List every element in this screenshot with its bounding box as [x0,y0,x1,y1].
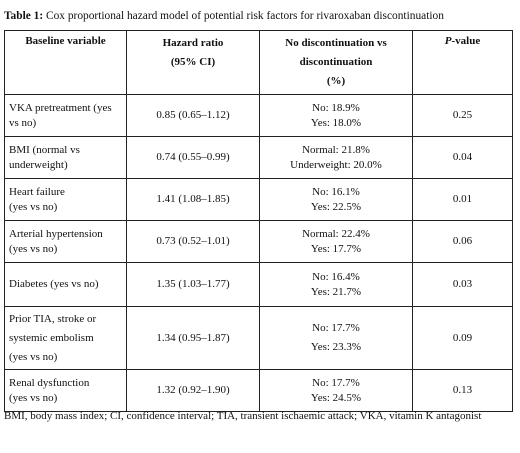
cell-variable: Heart failure (yes vs no) [4,178,127,221]
cell-discontinuation: Normal: 22.4% Yes: 17.7% [259,220,413,263]
cell-hazard-ratio: 0.73 (0.52–1.01) [126,220,260,263]
cell-p-value: 0.06 [412,220,513,263]
header-nd-line2: discontinuation [299,56,373,68]
caption-text: Cox proportional hazard model of potenti… [43,10,444,22]
cell-hazard-ratio: 0.74 (0.55–0.99) [126,136,260,179]
header-discontinuation: No discontinuation vs discontinuation (%… [259,30,413,95]
cell-variable: Diabetes (yes vs no) [4,262,127,307]
caption-label: Table 1: [4,10,44,22]
header-p-italic: P [444,35,452,47]
table-row: Renal dysfunction (yes vs no) 1.32 (0.92… [4,369,513,412]
table-row: Prior TIA, stroke or systemic embolism (… [4,306,513,370]
table-footnote: BMI, body mass index; CI, confidence int… [4,410,482,422]
header-nd-line3: (%) [326,75,346,87]
header-p-rest: -value [451,35,481,47]
table-row: Arterial hypertension (yes vs no) 0.73 (… [4,220,513,263]
cell-p-value: 0.13 [412,369,513,412]
cell-hazard-ratio: 1.35 (1.03–1.77) [126,262,260,307]
cell-hazard-ratio: 1.34 (0.95–1.87) [126,306,260,370]
header-hazard-ratio: Hazard ratio (95% CI) [126,30,260,95]
cell-discontinuation: No: 16.1% Yes: 22.5% [259,178,413,221]
cell-discontinuation: No: 18.9% Yes: 18.0% [259,94,413,137]
hazard-table: Baseline variable Hazard ratio (95% CI) … [4,30,513,412]
table-row: VKA pretreatment (yes vs no) 0.85 (0.65–… [4,94,513,137]
header-p-value: P-value [412,30,513,95]
header-nd-line1: No discontinuation vs [285,37,387,49]
cell-discontinuation: No: 16.4% Yes: 21.7% [259,262,413,307]
table-row: Heart failure (yes vs no) 1.41 (1.08–1.8… [4,178,513,221]
cell-p-value: 0.01 [412,178,513,221]
cell-discontinuation: No: 17.7% Yes: 23.3% [259,306,413,370]
cell-variable: Prior TIA, stroke or systemic embolism (… [4,306,127,370]
cell-discontinuation: Normal: 21.8% Underweight: 20.0% [259,136,413,179]
cell-hazard-ratio: 0.85 (0.65–1.12) [126,94,260,137]
header-row: Baseline variable Hazard ratio (95% CI) … [4,30,513,95]
cell-p-value: 0.04 [412,136,513,179]
header-hr-line2: (95% CI) [170,56,216,68]
cell-discontinuation: No: 17.7% Yes: 24.5% [259,369,413,412]
cell-variable: Arterial hypertension (yes vs no) [4,220,127,263]
cell-p-value: 0.25 [412,94,513,137]
table-caption: Table 1: Cox proportional hazard model o… [4,9,516,23]
header-hr-line1: Hazard ratio [162,37,224,49]
cell-variable: VKA pretreatment (yes vs no) [4,94,127,137]
cell-hazard-ratio: 1.41 (1.08–1.85) [126,178,260,221]
cell-hazard-ratio: 1.32 (0.92–1.90) [126,369,260,412]
cell-variable: Renal dysfunction (yes vs no) [4,369,127,412]
cell-p-value: 0.09 [412,306,513,370]
header-variable: Baseline variable [4,30,127,95]
table-row: BMI (normal vs underweight) 0.74 (0.55–0… [4,136,513,179]
table-row: Diabetes (yes vs no) 1.35 (1.03–1.77) No… [4,262,513,307]
cell-p-value: 0.03 [412,262,513,307]
cell-variable: BMI (normal vs underweight) [4,136,127,179]
